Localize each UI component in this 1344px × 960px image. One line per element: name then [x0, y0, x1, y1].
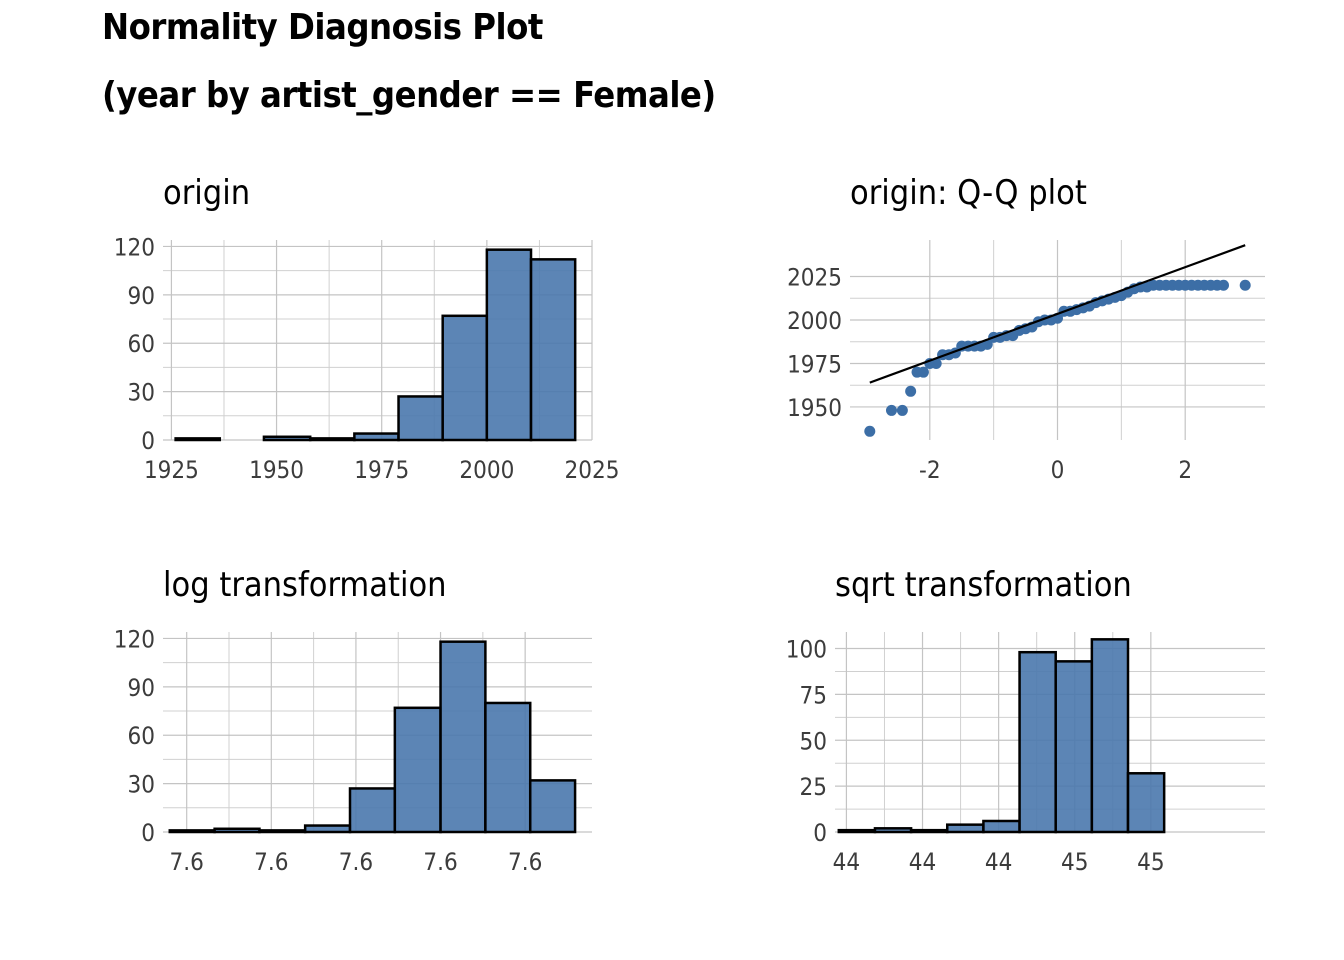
y-tick-label: 25: [800, 773, 827, 801]
panel-log-transformation: log transformation 0 30 60 90 120 7.6 7.6 7.6 7.…: [114, 565, 592, 876]
panel-qq-plot: origin: Q-Q plot 1950 1975 2000 2025 -2 0 2: [787, 173, 1265, 484]
y-tick-label: 1975: [787, 350, 842, 378]
y-tick-label: 0: [141, 819, 155, 847]
y-tick-label: 60: [128, 722, 155, 750]
qq-point: [864, 425, 876, 437]
histogram-bar: [262, 435, 312, 442]
qq-point: [886, 404, 897, 416]
qq-point: [930, 357, 942, 369]
histogram-bar: [168, 829, 216, 834]
chart-title-line-2: (year by artist_gender == Female): [102, 75, 716, 116]
histogram-bar: [528, 779, 577, 834]
x-tick-label: 2025: [565, 456, 620, 484]
qq-point: [917, 366, 929, 378]
x-tick-label: 44: [833, 848, 860, 876]
qq-point: [1239, 279, 1251, 291]
grid-qq: [850, 240, 1265, 440]
panel-sqrt-transformation: sqrt transformation 0 25 50 75 100 44 44 44 45 45: [786, 565, 1265, 876]
histogram-bar: [529, 258, 577, 442]
x-tick-label: 7.6: [508, 848, 542, 876]
histogram-bar: [348, 787, 397, 834]
y-tick-label: 30: [128, 379, 155, 407]
histogram-bar: [485, 248, 533, 442]
histogram-bar: [303, 824, 352, 834]
histogram-bar: [397, 395, 444, 442]
y-tick-label: 100: [786, 636, 827, 664]
x-tick-label: 7.6: [423, 848, 457, 876]
y-tick-label: 50: [800, 727, 827, 755]
histogram-bar: [441, 314, 489, 442]
y-tick-label: 90: [128, 282, 155, 310]
x-tick-label: 7.6: [170, 848, 204, 876]
panel-origin: origin 0 30 60 90 120 1925 1950 1975 2000 2025: [114, 173, 620, 484]
histogram-bar: [982, 819, 1021, 834]
x-tick-label: -2: [919, 456, 941, 484]
histogram-bar: [258, 829, 307, 834]
x-tick-label: 44: [909, 848, 936, 876]
x-tick-label: 2: [1178, 456, 1192, 484]
histogram-bar: [308, 437, 356, 442]
x-tick-label: 45: [1061, 848, 1088, 876]
histogram-bar: [213, 827, 261, 834]
panel-title-sqrt: sqrt transformation: [835, 565, 1132, 605]
histogram-bar: [1054, 660, 1094, 834]
qq-point: [1218, 279, 1229, 291]
x-tick-label: 7.6: [339, 848, 373, 876]
y-tick-label: 60: [128, 330, 155, 358]
panel-title-qq: origin: Q-Q plot: [850, 173, 1087, 213]
histogram-bar: [174, 437, 222, 442]
y-tick-label: 30: [128, 771, 155, 799]
panel-title-log: log transformation: [163, 565, 447, 605]
x-tick-label: 7.6: [254, 848, 288, 876]
histogram-bar: [484, 701, 532, 834]
qq-point: [905, 385, 917, 397]
panel-title-origin: origin: [163, 173, 250, 213]
x-tick-label: 1925: [144, 456, 199, 484]
qq-reference-line: [869, 244, 1246, 384]
histogram-bar: [873, 827, 913, 834]
y-tick-label: 2025: [787, 264, 842, 292]
x-tick-label: 2000: [459, 456, 514, 484]
y-tick-label: 120: [114, 233, 155, 261]
y-tick-label: 90: [128, 674, 155, 702]
chart-title-line-1: Normality Diagnosis Plot: [102, 7, 543, 48]
histogram-bar: [1126, 772, 1166, 834]
histogram-bar: [1090, 638, 1130, 834]
histogram-bar: [837, 828, 877, 834]
qq-point: [896, 404, 908, 416]
x-tick-label: 0: [1051, 456, 1065, 484]
x-tick-label: 1975: [354, 456, 409, 484]
y-tick-label: 1950: [787, 394, 842, 422]
histogram-bar: [1018, 650, 1057, 834]
y-tick-label: 0: [813, 819, 827, 847]
x-tick-label: 45: [1137, 848, 1164, 876]
histogram-bar: [439, 640, 487, 834]
histogram-bar: [353, 432, 400, 442]
x-tick-label: 1950: [249, 456, 304, 484]
y-tick-label: 2000: [787, 307, 842, 335]
histogram-bar: [393, 706, 442, 834]
y-tick-label: 120: [114, 625, 155, 653]
x-tick-label: 44: [985, 848, 1012, 876]
y-tick-label: 75: [800, 681, 827, 709]
y-tick-label: 0: [141, 427, 155, 455]
histogram-bar: [946, 823, 985, 834]
histogram-bar: [909, 828, 949, 834]
